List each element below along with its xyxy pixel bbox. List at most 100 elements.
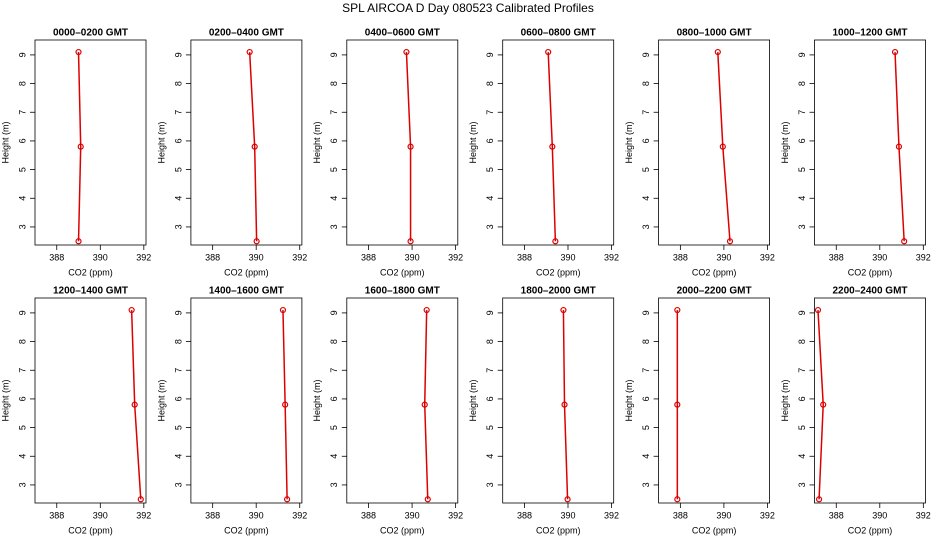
point (564, 496, 571, 503)
point (421, 401, 428, 408)
y-axis-label: Height (m) (156, 379, 166, 421)
y-tick-label: 8 (329, 339, 339, 344)
profile-line (894, 52, 905, 242)
plot-box (190, 39, 303, 246)
point (407, 143, 414, 150)
y-tick-label: 8 (17, 339, 27, 344)
y-tick-label: 3 (485, 482, 495, 487)
y-tick-label: 5 (17, 167, 27, 172)
point (895, 143, 903, 150)
y-tick-label: 4 (173, 196, 183, 201)
x-tick-label: 388 (517, 510, 532, 520)
x-tick-label: 390 (405, 510, 420, 520)
point (407, 238, 414, 245)
x-tick-label: 390 (872, 252, 887, 262)
x-tick-label: 392 (604, 252, 619, 262)
y-tick-label: 7 (329, 368, 339, 373)
y-tick-label: 5 (173, 167, 183, 172)
y-tick-label: 9 (485, 52, 495, 57)
y-tick-label: 7 (797, 368, 807, 373)
x-tick-label: 392 (448, 252, 463, 262)
x-axis-label: CO2 (ppm) (848, 267, 893, 277)
panel-title: 1800–2000 GMT (521, 286, 596, 297)
y-tick-label: 7 (17, 368, 27, 373)
y-tick-label: 7 (797, 110, 807, 115)
panel-title: 2200–2400 GMT (832, 286, 907, 297)
y-tick-label: 6 (485, 396, 495, 401)
x-tick-label: 392 (916, 510, 931, 520)
x-axis-label: CO2 (ppm) (68, 267, 113, 277)
y-tick-label: 9 (797, 310, 807, 315)
profile-line (562, 310, 569, 500)
plot-box (502, 297, 615, 504)
y-tick-label: 6 (797, 138, 807, 143)
x-tick-label: 388 (829, 510, 844, 520)
point (284, 496, 291, 503)
y-tick-label: 5 (173, 425, 183, 430)
x-axis-label: CO2 (ppm) (380, 525, 425, 535)
x-tick-label: 388 (49, 510, 64, 520)
plot-box (658, 39, 770, 246)
x-tick-label: 392 (292, 510, 307, 520)
y-tick-label: 7 (485, 110, 495, 115)
y-axis-label: Height (m) (780, 379, 790, 421)
point (128, 306, 135, 314)
profile-line (547, 52, 557, 242)
point (282, 401, 289, 408)
x-tick-label: 390 (560, 510, 575, 520)
y-tick-label: 9 (173, 52, 183, 57)
plot-box (658, 297, 770, 504)
y-tick-label: 7 (17, 110, 27, 115)
y-tick-label: 9 (329, 310, 339, 315)
y-axis-label: Height (m) (0, 379, 10, 421)
y-tick-label: 6 (641, 396, 651, 401)
panel-title: 0000–0200 GMT (53, 28, 128, 39)
chart-title: SPL AIRCOA D Day 080523 Calibrated Profi… (342, 1, 594, 15)
x-tick-label: 388 (673, 510, 688, 520)
x-axis-label: CO2 (ppm) (68, 525, 113, 535)
y-axis-label: Height (m) (468, 379, 478, 421)
x-tick-label: 390 (249, 252, 264, 262)
y-tick-label: 4 (329, 454, 339, 459)
x-tick-label: 392 (604, 510, 619, 520)
point (901, 238, 908, 245)
plot-box (346, 297, 459, 504)
point (77, 143, 84, 150)
y-axis-label: Height (m) (780, 121, 790, 163)
y-tick-label: 4 (485, 454, 495, 459)
point (403, 48, 410, 56)
y-tick-label: 5 (797, 167, 807, 172)
x-tick-label: 392 (448, 510, 463, 520)
y-tick-label: 5 (797, 425, 807, 430)
y-tick-label: 8 (173, 339, 183, 344)
y-axis-label: Height (m) (624, 121, 634, 163)
x-tick-label: 388 (205, 510, 220, 520)
y-tick-label: 4 (485, 196, 495, 201)
plot-box (346, 39, 459, 246)
y-tick-label: 5 (641, 425, 651, 430)
y-tick-label: 5 (485, 425, 495, 430)
y-tick-label: 8 (485, 339, 495, 344)
plot-box (814, 297, 926, 504)
point (545, 48, 552, 56)
panel-title: 2000–2200 GMT (677, 286, 752, 297)
x-tick-label: 390 (93, 510, 108, 520)
y-tick-label: 8 (485, 81, 495, 86)
point (814, 306, 822, 314)
y-tick-label: 4 (173, 454, 183, 459)
y-tick-label: 5 (17, 425, 27, 430)
y-tick-label: 9 (329, 52, 339, 57)
y-tick-label: 3 (329, 482, 339, 487)
y-tick-label: 9 (485, 310, 495, 315)
y-tick-label: 4 (797, 454, 807, 459)
point (75, 238, 82, 245)
y-tick-label: 8 (329, 81, 339, 86)
profile-line (717, 52, 731, 242)
x-tick-label: 390 (249, 510, 264, 520)
x-tick-label: 388 (673, 252, 688, 262)
y-axis-label: Height (m) (0, 121, 10, 163)
panel-title: 1000–1200 GMT (832, 28, 907, 39)
point (726, 238, 734, 245)
x-axis-label: CO2 (ppm) (224, 267, 269, 277)
